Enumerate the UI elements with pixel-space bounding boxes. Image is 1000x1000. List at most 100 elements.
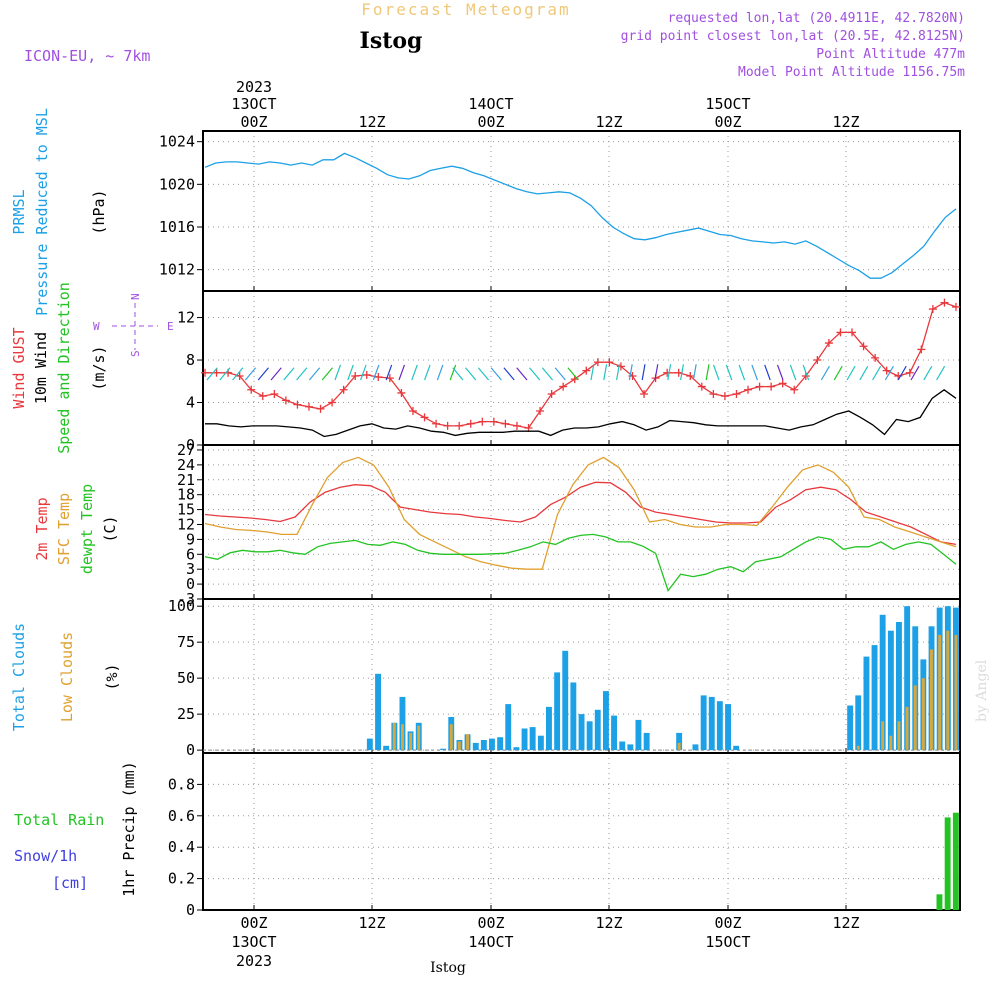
gridpoint-location: grid point closest lon,lat (20.5E, 42.81… [621,29,965,44]
ytick-label-7: 18 [177,486,195,504]
bar-total-clouds [521,728,528,751]
bar-low-clouds [938,635,942,751]
ytick-label-0: 0 [186,436,195,454]
temp-labels: 2m Temp SFC Temp dewpt Temp (C) [33,484,119,574]
wind-arrow [846,365,856,381]
bar-low-clouds [913,685,917,751]
wind-arrow [244,367,257,381]
model-label: ICON-EU, ~ 7km [24,47,150,65]
compass-rose: N S W E [93,293,174,357]
wind-arrow [424,364,431,381]
top-tick-4: 00Z [714,113,741,131]
ytick-label-4: 0.8 [168,775,195,793]
bar-total-clouds [497,737,504,751]
bar-total-clouds [562,650,569,751]
bar-total-clouds [887,630,894,751]
gust-marker [201,368,209,377]
ytick-label-1: 1016 [159,218,195,236]
label-total-clouds: Total Clouds [10,623,28,731]
wind-arrow [833,365,843,381]
bar-total-clouds [513,747,520,751]
bar-total-clouds [546,706,552,751]
bar-total-rain [952,812,959,910]
wind-arrow [910,365,920,381]
bar-total-clouds [692,744,699,751]
wind-arrow [738,364,746,381]
top-day-3: 15OCT [705,95,750,113]
wind-arrow [712,364,720,381]
ytick-label-6: 15 [177,501,195,519]
wind-arrow [567,367,579,381]
gust-marker [397,388,406,397]
wind-arrow [452,367,464,381]
series-line-sfc-temp [204,456,957,570]
label-percent: (%) [103,663,121,690]
label-hpa: (hPa) [90,189,108,234]
gust-marker [443,421,452,430]
gust-marker [686,371,695,380]
wind-arrow [554,367,566,381]
gust-marker [848,328,857,337]
bar-total-clouds [586,721,593,751]
wind-arrow [884,365,894,381]
ytick-label-9: 24 [177,456,195,474]
gust-marker [466,419,475,428]
ytick-label-0: 0 [186,901,195,919]
bar-low-clouds [921,678,925,751]
bar-total-clouds [847,705,854,751]
bar-total-clouds [505,704,512,751]
bar-total-clouds [708,696,715,751]
gust-marker [882,366,891,375]
ytick-label-3: 75 [177,633,195,651]
wind-arrow [398,364,406,381]
wind-arrow [477,367,490,381]
bar-total-rain [936,894,943,910]
gust-marker [432,419,441,428]
wind-arrow [283,367,295,381]
bar-total-clouds [855,695,862,751]
gust-marker [778,379,787,388]
bottom-day-1: 13OCT [231,933,276,951]
bottom-day-3: 15OCT [705,933,750,951]
bar-low-clouds [409,732,412,751]
gust-marker [744,385,753,394]
compass-w: W [93,320,100,333]
ytick-label-8: 21 [177,471,195,489]
wind-arrow [334,364,342,381]
bar-total-rain [944,817,951,910]
gust-marker [536,407,545,416]
bar-total-clouds [635,719,642,751]
gust-marker [640,390,649,399]
gust-marker [824,339,833,348]
ytick-label-1: 4 [186,394,195,412]
wind-arrow [347,364,354,381]
ytick-label-0: 0 [186,741,195,759]
wind-arrow [667,364,672,381]
ytick-label-4: 9 [186,530,195,548]
wind-arrow [802,364,810,381]
panel-precipitation: 0 0.2 0.4 0.6 0.8 [168,752,961,919]
bar-total-clouds [733,745,740,751]
wind-arrow [923,365,933,381]
gust-marker [281,396,290,405]
gust-marker [767,382,776,391]
wind-arrow [692,364,697,381]
wind-arrow [725,364,733,381]
series-line-prmsl [204,152,957,279]
ytick-label-1: 0.2 [168,870,195,888]
label-pressure-msl: Pressure Reduced to MSL [33,108,51,316]
gust-marker [663,368,672,377]
wind-arrow [751,364,758,381]
label-speed-direction: Speed and Direction [55,282,73,454]
bottom-day-2: 14OCT [468,933,513,951]
gust-marker [293,400,302,409]
footer-station: Istog [430,960,466,976]
gust-marker [732,390,741,399]
gust-marker [339,385,348,394]
wind-arrow [411,364,418,381]
ytick-label-2: 50 [177,669,195,687]
wind-arrow [360,364,367,381]
bar-total-clouds [603,691,609,751]
wind-arrow [897,365,907,381]
wind-arrow [641,364,646,381]
